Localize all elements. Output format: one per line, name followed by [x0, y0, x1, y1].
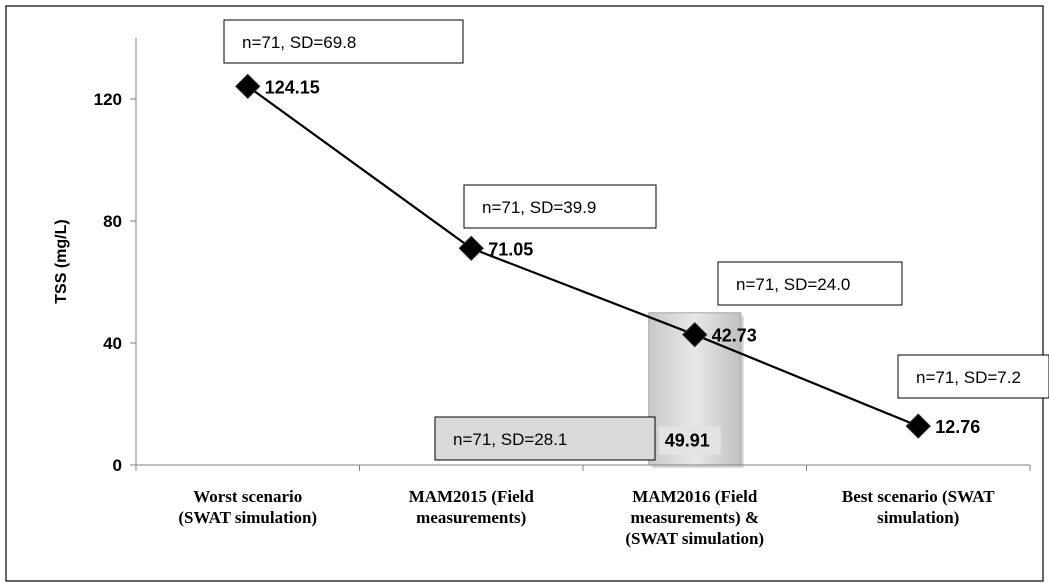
annotation-text: n=71, SD=28.1: [453, 430, 567, 449]
y-tick-label: 80: [103, 212, 122, 231]
data-label: 124.15: [265, 77, 320, 97]
annotation-text: n=71, SD=69.8: [242, 33, 356, 52]
annotation-text: n=71, SD=24.0: [736, 275, 850, 294]
x-category-label: Worst scenario (SWAT simulation): [178, 487, 317, 527]
annotation-box: [223, 19, 464, 64]
labels-layer: 124.15 71.05 42.73 12.76 49.91: [265, 77, 980, 455]
data-label: 12.76: [935, 417, 980, 437]
bar-data-label: 49.91: [665, 430, 710, 450]
diamond-marker: [235, 73, 261, 100]
x-category-label: MAM2016 (Field measurements) & (SWAT simul…: [625, 487, 764, 548]
axes-layer: 0 40 80 120 TSS (mg/L) Worst scenario (SWAT si…: [53, 38, 1031, 548]
notes-layer: n=71, SD=69.8 n=71, SD=39.9 n=71, SD=24.0 n…: [223, 19, 1049, 461]
annotation-box: [717, 261, 903, 306]
bar-label-bg: [658, 426, 721, 455]
annotation-box: [434, 416, 656, 461]
diamond-marker: [682, 321, 708, 348]
annotation-box: [463, 184, 657, 229]
y-tick-label: 120: [94, 90, 122, 109]
data-label: 42.73: [712, 326, 757, 346]
tss-line: [247, 85, 919, 428]
y-tick-label: 40: [103, 334, 122, 353]
y-axis-label: TSS (mg/L): [53, 219, 70, 303]
annotation-text: n=71, SD=7.2: [916, 368, 1021, 387]
data-label: 71.05: [488, 239, 533, 259]
x-category-label: MAM2015 (Field measurements): [409, 487, 535, 527]
annotation-text: n=71, SD=39.9: [482, 198, 596, 217]
line-layer: [235, 73, 931, 439]
diamond-marker: [458, 235, 484, 262]
annotation-box: [897, 354, 1049, 399]
diamond-marker: [905, 413, 931, 439]
x-category-label: Best scenario (SWAT simulation): [842, 487, 995, 527]
y-tick-label: 0: [113, 456, 122, 475]
